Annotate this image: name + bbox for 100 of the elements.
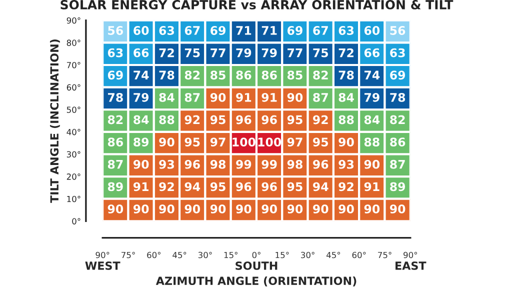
data-label: 77 — [288, 48, 302, 58]
data-label: 88 — [364, 138, 380, 146]
data-label: 72 — [338, 48, 354, 58]
data-label: 69 — [287, 26, 302, 35]
data-label: 90 — [133, 160, 149, 169]
data-label: 79 — [364, 92, 380, 102]
data-label: 98 — [287, 160, 302, 169]
data-label: 67 — [313, 26, 328, 35]
text: EAST — [396, 262, 426, 270]
data-label: 84 — [159, 92, 174, 102]
data-label: 78 — [108, 92, 123, 102]
data-label: 69 — [210, 26, 226, 35]
data-label: 94 — [313, 182, 328, 192]
data-label: 90 — [287, 92, 303, 102]
data-label: 91 — [236, 92, 252, 102]
y-axis-title: TILT ANGLE (INCLINATION) — [50, 40, 60, 203]
data-label: 84 — [134, 115, 149, 124]
data-label: 72 — [159, 48, 174, 58]
data-label: 96 — [184, 160, 200, 169]
data-label: 96 — [236, 182, 252, 192]
data-label: 93 — [159, 160, 174, 169]
data-label: 90 — [287, 204, 303, 214]
data-label: 74 — [134, 70, 149, 80]
text: WEST — [85, 262, 120, 270]
y-tick-label: 30° — [66, 151, 80, 158]
data-label: 56 — [390, 26, 406, 35]
data-label: 87 — [184, 92, 200, 102]
data-label: 63 — [159, 26, 174, 35]
data-label: 85 — [210, 70, 226, 80]
y-tick-label: 90° — [66, 17, 80, 24]
data-label: 95 — [210, 115, 226, 124]
x-tick-label: 75° — [378, 252, 392, 258]
data-label: 96 — [262, 115, 277, 124]
data-label: 82 — [108, 115, 123, 124]
data-label: 93 — [338, 160, 354, 169]
data-label: 89 — [134, 138, 149, 146]
data-label: 86 — [262, 70, 277, 80]
data-label: 71 — [236, 26, 252, 35]
data-label: 91 — [262, 92, 277, 102]
data-label: 90 — [133, 204, 149, 214]
data-label: 100 — [258, 138, 282, 146]
data-label: 87 — [108, 160, 123, 169]
data-label: 90 — [262, 204, 277, 214]
data-label: 86 — [108, 138, 124, 146]
data-label: 90 — [184, 204, 200, 214]
x-axis-title: AZIMUTH ANGLE (ORIENTATION) — [156, 276, 356, 286]
data-label: 99 — [262, 160, 277, 169]
data-label: 71 — [262, 26, 277, 35]
data-label: 86 — [390, 138, 406, 146]
data-label: 79 — [236, 48, 252, 58]
data-label: 79 — [262, 48, 277, 58]
data-label: 88 — [159, 115, 174, 124]
data-label: 92 — [313, 115, 328, 124]
data-label: 78 — [390, 92, 406, 102]
x-tick-label: 30° — [198, 252, 212, 258]
y-tick-label: 80° — [66, 40, 80, 46]
y-tick-label: 60° — [66, 84, 80, 91]
data-label: 96 — [313, 160, 328, 169]
x-tick-label: 15° — [224, 252, 238, 258]
data-label: 90 — [210, 204, 226, 214]
y-tick-label: 10° — [67, 196, 80, 202]
x-tick-label: 75° — [122, 252, 135, 258]
data-label: 69 — [108, 70, 123, 80]
data-label: 90 — [210, 92, 226, 102]
data-label: 82 — [390, 115, 405, 124]
data-label: 91 — [133, 182, 148, 192]
data-label: 92 — [159, 182, 174, 192]
data-label: 75 — [313, 48, 328, 58]
data-label: 90 — [108, 204, 124, 214]
data-label: 87 — [390, 160, 405, 169]
data-label: 88 — [338, 115, 354, 124]
data-label: 84 — [364, 115, 380, 124]
data-label: 90 — [338, 204, 354, 214]
data-label: 63 — [338, 26, 354, 35]
data-label: 90 — [159, 138, 174, 146]
data-label: 82 — [313, 70, 328, 80]
data-label: 90 — [313, 204, 328, 214]
data-label: 90 — [364, 160, 380, 169]
y-tick-label: 70° — [66, 62, 80, 68]
data-label: 78 — [338, 70, 354, 80]
data-label: 78 — [159, 70, 174, 80]
x-tick-label: 45° — [172, 252, 186, 258]
data-label: 97 — [210, 138, 226, 146]
x-tick-label: 15° — [276, 252, 289, 258]
y-tick-label: 50° — [66, 106, 80, 113]
data-label: 63 — [390, 48, 405, 58]
data-label: 87 — [313, 92, 328, 102]
data-label: 90 — [159, 204, 174, 214]
data-label: 74 — [364, 70, 380, 80]
y-tick-label: 20° — [66, 174, 80, 180]
data-label: 91 — [364, 182, 380, 192]
data-label: 67 — [184, 26, 200, 35]
data-label: 77 — [210, 48, 226, 58]
data-label: 90 — [364, 204, 380, 214]
data-label: 90 — [236, 204, 252, 214]
data-label: 86 — [236, 70, 252, 80]
y-tick-label: 0° — [72, 218, 80, 224]
data-label: 92 — [338, 182, 354, 192]
data-label: 95 — [287, 182, 302, 192]
data-label: 95 — [210, 182, 226, 192]
